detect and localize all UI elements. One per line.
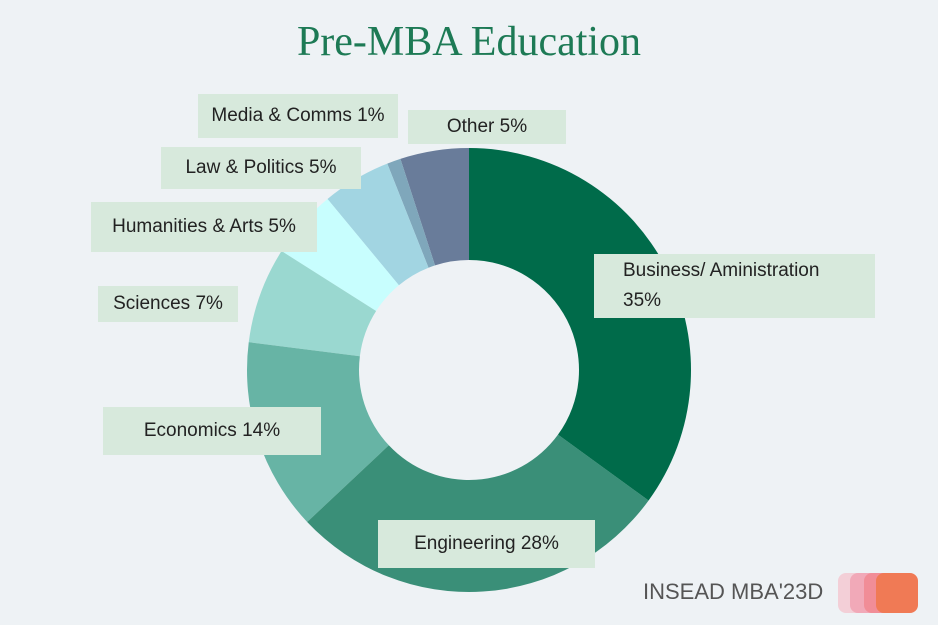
- category: Other: [446, 116, 495, 137]
- chart-title: Pre-MBA Education: [296, 19, 642, 65]
- slice-label: Law & Politics 5%: [161, 147, 361, 189]
- logo: [838, 573, 918, 613]
- slice-label-text: Business/ Aministration 35%: [623, 256, 823, 316]
- slice: [327, 163, 429, 286]
- category: Sciences: [113, 293, 191, 314]
- slice-label: Economics 14%: [103, 407, 321, 455]
- slice-label-text: Humanities & Arts 5%: [112, 212, 296, 242]
- category: Business/ Aministration: [623, 260, 820, 281]
- category: Media & Comms: [211, 105, 352, 126]
- value-label: 5%: [499, 116, 528, 137]
- slice: [469, 148, 692, 501]
- slice-label: Engineering 28%: [378, 520, 595, 568]
- value-label: 5%: [309, 157, 337, 178]
- slice-label: Humanities & Arts 5%: [91, 202, 317, 252]
- slice-label-text: Media & Comms 1%: [211, 101, 384, 131]
- slice-label: Sciences 7%: [98, 286, 238, 322]
- slice: [248, 251, 377, 357]
- value-label: 28%: [520, 533, 559, 554]
- value-label: 14%: [242, 420, 281, 441]
- slice-label-text: Sciences 7%: [113, 289, 223, 319]
- value-label: 1%: [357, 105, 385, 126]
- category: Law & Politics: [185, 157, 304, 178]
- slice-label-text: Other 5%: [447, 112, 527, 142]
- value-label: 5%: [268, 216, 296, 237]
- slice: [387, 158, 436, 268]
- slice-label: Other 5%: [408, 110, 566, 144]
- slice-label-text: Law & Politics 5%: [185, 153, 336, 183]
- slice-label-text: Economics 14%: [144, 416, 280, 446]
- value-label: 35%: [623, 290, 662, 311]
- slice-label: Media & Comms 1%: [198, 94, 398, 138]
- category: Engineering: [414, 533, 516, 554]
- footer: INSEAD MBA'23D: [643, 579, 824, 604]
- category: Humanities & Arts: [112, 216, 264, 237]
- slice: [400, 148, 469, 266]
- value-label: 7%: [195, 293, 223, 314]
- slice-label-text: Engineering 28%: [414, 529, 559, 559]
- slice-label: Business/ Aministration 35%: [594, 254, 875, 318]
- category: Economics: [143, 420, 237, 441]
